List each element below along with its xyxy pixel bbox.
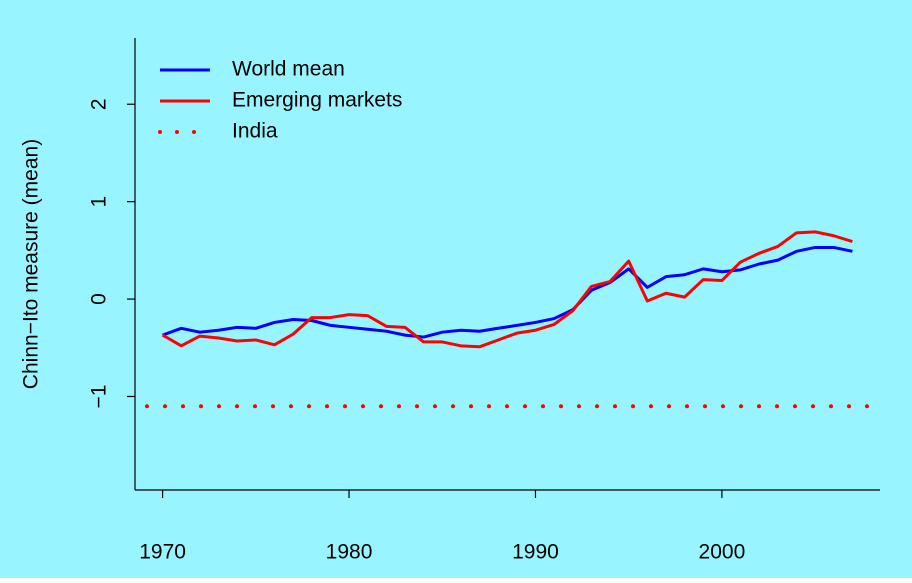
x-tick-label: 1980 bbox=[326, 541, 373, 564]
series-line bbox=[162, 245, 853, 339]
legend-label: World mean bbox=[232, 58, 345, 81]
legend-label: India bbox=[232, 120, 278, 143]
y-axis-title: Chinn−Ito measure (mean) bbox=[20, 139, 43, 389]
x-tick-label: 1990 bbox=[512, 541, 559, 564]
y-tick-label: −1 bbox=[88, 385, 111, 409]
x-tick-label: 2000 bbox=[699, 541, 746, 564]
y-tick-label: 0 bbox=[88, 293, 111, 305]
y-tick-label: 2 bbox=[88, 98, 111, 110]
x-tick-label: 1970 bbox=[139, 541, 186, 564]
legend-label: Emerging markets bbox=[232, 89, 402, 112]
series-line bbox=[161, 230, 853, 349]
y-tick-label: 1 bbox=[88, 196, 111, 208]
